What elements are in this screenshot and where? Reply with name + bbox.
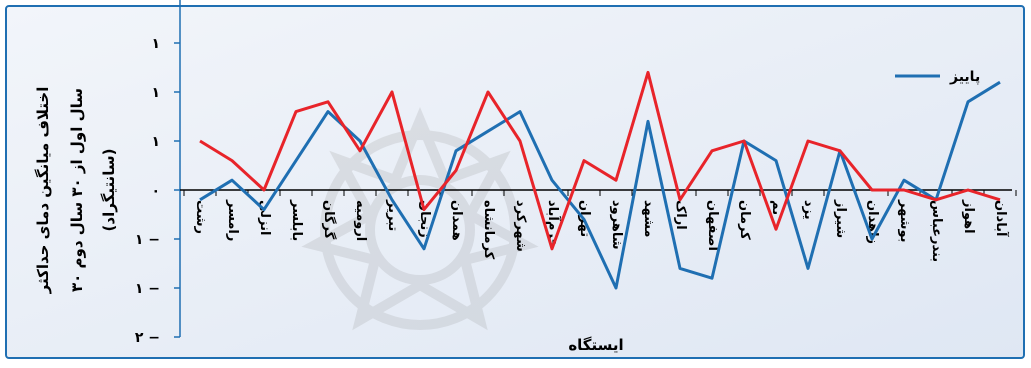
x-tick-label: رشت: [193, 200, 208, 234]
y-tick-label: ۲: [151, 0, 160, 3]
x-tick-label: اهواز: [961, 199, 976, 234]
y-tick-label: ۱: [151, 85, 160, 101]
x-tick-label: کرمانشاه: [481, 200, 496, 260]
y-tick-label: ۱: [151, 134, 160, 150]
x-tick-label: کرمان: [737, 200, 752, 240]
series-line-2: [199, 70, 1001, 251]
x-tick-label: تبریز: [385, 199, 400, 231]
x-tick-label: شاهرود: [609, 200, 624, 250]
x-tick-label: مشهد: [641, 200, 656, 237]
x-tick-label: بندرعباس: [929, 200, 944, 262]
y-tick-label: ۱ −: [135, 281, 160, 297]
y-tick-label: ۱: [151, 36, 160, 52]
x-tick-label: همدان: [449, 200, 464, 241]
y-label-line: اختلاف میانگین دمای حداکثر: [34, 87, 52, 295]
x-tick-label: شیراز: [833, 199, 848, 238]
x-axis-label: ایستگاه: [568, 336, 623, 354]
x-tick-label: آبادان: [993, 200, 1010, 237]
x-tick-label: اصفهان: [705, 200, 720, 251]
series-layer: [199, 70, 1001, 290]
x-tick-label: یزد: [801, 200, 816, 220]
chart-frame: [5, 5, 1025, 359]
legend-label: پاییز: [949, 69, 980, 85]
y-axis: ۲ ۱ ۱ ۱ ۰ ۱ − ۱ − ۲ −: [135, 0, 181, 346]
y-tick-label: ۰: [151, 183, 160, 199]
x-tick-label: بابلسر: [289, 199, 304, 241]
y-label-line: ۳۰ سال اول از ۳۰ سال دوم: [68, 88, 86, 292]
y-tick-label: ۱ −: [135, 232, 160, 248]
y-tick-label: ۲ −: [135, 330, 160, 346]
x-tick-label: اراک: [673, 200, 688, 230]
x-tick-label: انزلی: [257, 200, 272, 235]
series-line-1: [199, 80, 1001, 290]
x-tick-label: بم: [769, 200, 784, 215]
x-tick-label: گرگان: [321, 200, 337, 240]
watermark: [301, 107, 539, 331]
x-tick-label: رامسر: [225, 199, 240, 241]
x-tick-label: بوشهر: [897, 199, 912, 243]
y-label-line: (سانتیگراد): [100, 149, 118, 232]
y-axis-label: اختلاف میانگین دمای حداکثر ۳۰ سال اول از …: [34, 87, 118, 295]
x-axis: رشت رامسر انزلی بابلسر گرگان ارومیه تبریز زنجان…: [180, 189, 1017, 262]
legend: پاییز: [895, 69, 980, 85]
x-tick-label: زنجان: [417, 200, 432, 238]
x-tick-label: ارومیه: [353, 200, 368, 241]
x-tick-label: شهرکرد: [513, 200, 528, 252]
